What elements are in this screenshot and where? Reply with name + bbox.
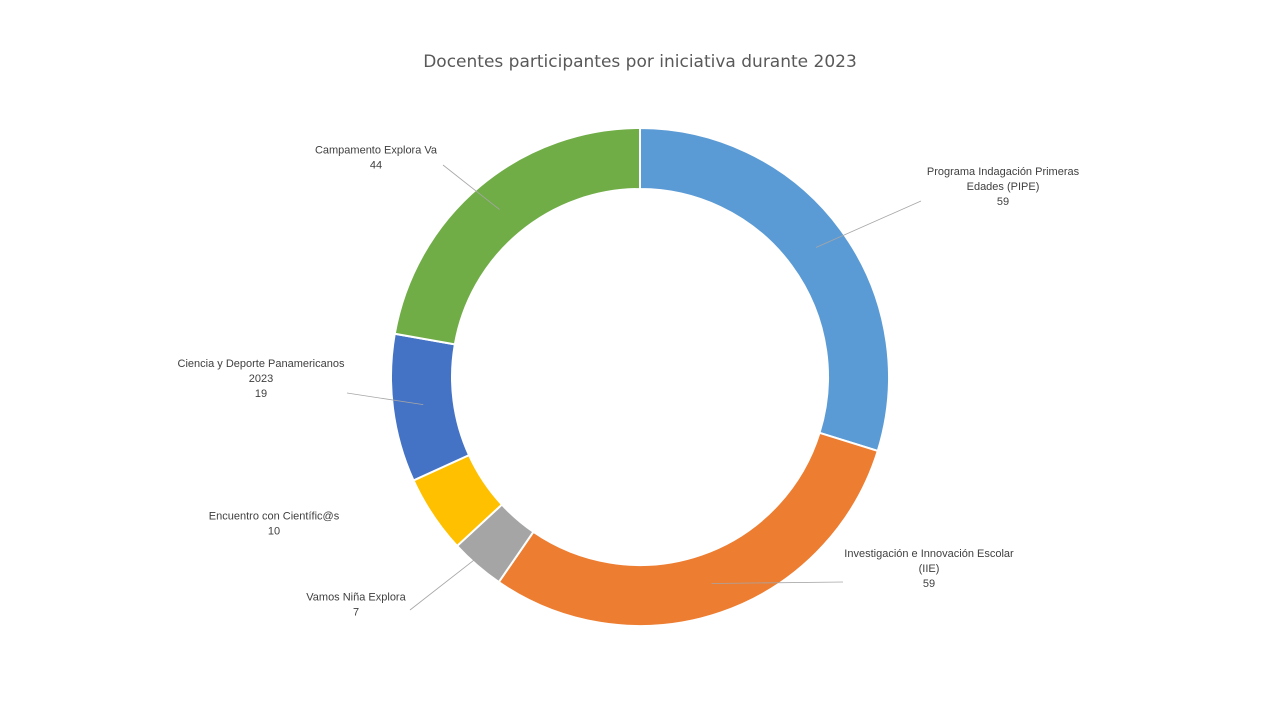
data-label-category: Programa Indagación Primeras [927,166,1080,178]
data-label: Programa Indagación Primeras Edades (PIPE… [927,166,1080,208]
leader-line [346,392,424,406]
doughnut-slice [497,431,880,627]
data-label-value: 59 [997,196,1009,208]
data-label-category: Edades (PIPE) [967,181,1040,193]
data-label-category: (IIE) [919,563,940,575]
data-label-value: 10 [268,526,280,538]
leader-line [442,164,500,210]
data-label-value: 59 [923,578,935,590]
leader-line [409,541,498,611]
data-label-category: Encuentro con Científic@s [209,511,340,523]
data-label: Ciencia y Deporte Panamericanos 2023 19 [178,358,345,400]
data-label-category: Ciencia y Deporte Panamericanos [178,358,345,370]
doughnut-slice [393,126,641,346]
data-label-category: Campamento Explora Va [315,145,438,157]
data-label-value: 19 [255,388,267,400]
data-label: Encuentro con Científic@s 10 [209,511,340,538]
chart-title: Docentes participantes por iniciativa du… [423,52,857,72]
leader-line [711,581,844,584]
data-label: Vamos Niña Explora 7 [306,592,406,619]
data-label-category: Vamos Niña Explora [306,592,406,604]
doughnut-slice [390,332,471,482]
data-label-value: 7 [353,607,359,619]
data-label: Campamento Explora Va 44 [315,145,438,172]
data-labels-layer: Programa Indagación Primeras Edades (PIPE… [178,145,1080,619]
leader-lines-layer [346,164,922,611]
data-label-value: 44 [370,160,382,172]
doughnut-slice [639,126,890,453]
data-label-category: 2023 [249,373,273,385]
data-label: Investigación e Innovación Escolar (IIE) 5… [844,548,1014,590]
data-label-category: Investigación e Innovación Escolar [844,548,1014,560]
leader-line [815,200,922,248]
slices-layer [390,126,890,627]
